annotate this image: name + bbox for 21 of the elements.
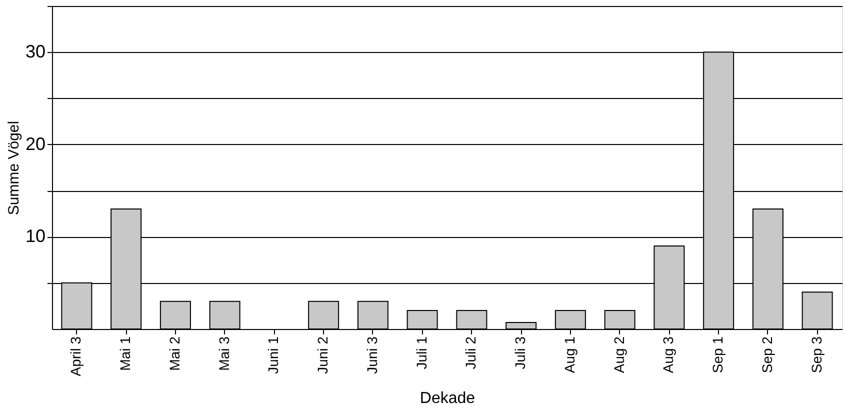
- x-tick-label: Juli 1: [413, 336, 430, 370]
- x-tick-label: Sep 1: [710, 336, 726, 374]
- x-tick-label: Sep 3: [808, 336, 824, 374]
- x-tick-label: Aug 3: [660, 336, 676, 374]
- y-axis-title: Summe Vögel: [5, 120, 22, 216]
- y-tick-label: 20: [25, 134, 46, 154]
- x-tick-label: Mai 3: [216, 336, 232, 371]
- x-tick-label: Aug 2: [610, 336, 627, 374]
- x-tick-label: Juni 3: [364, 336, 380, 374]
- x-tick-label: Mai 2: [166, 336, 182, 371]
- y-tick-label: 30: [25, 42, 46, 62]
- x-tick-label: Juni 2: [314, 336, 331, 374]
- x-tick-label: April 3: [68, 336, 84, 376]
- y-tick-label: 10: [25, 226, 46, 246]
- x-tick-label: Juli 3: [512, 336, 528, 370]
- x-tick-label: Mai 1: [117, 336, 134, 371]
- x-tick-label: Aug 1: [561, 336, 578, 374]
- x-tick-label: Juni 1: [265, 336, 282, 374]
- x-tick-label: Sep 2: [758, 336, 775, 374]
- x-tick-label: Juli 2: [462, 336, 479, 370]
- x-axis-title: Dekade: [420, 390, 476, 408]
